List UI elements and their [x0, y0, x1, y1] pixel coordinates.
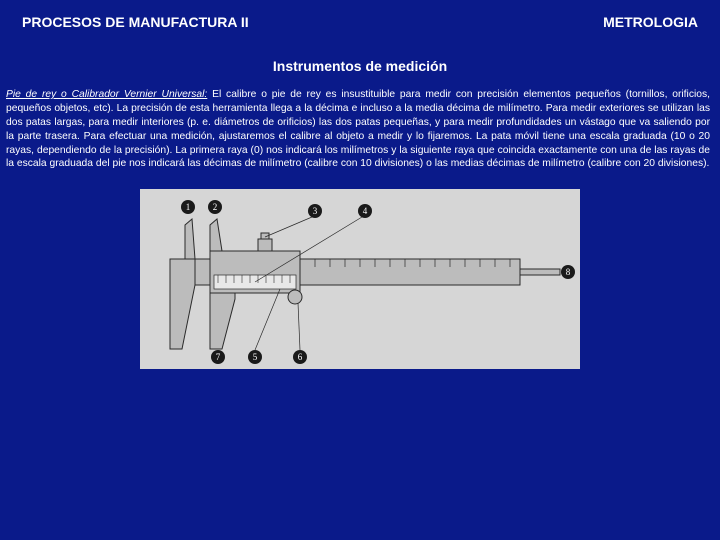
header: PROCESOS DE MANUFACTURA II METROLOGIA	[0, 0, 720, 40]
lead-term: Pie de rey o Calibrador Vernier Universa…	[6, 89, 207, 100]
section-subtitle: Instrumentos de medición	[0, 58, 720, 74]
svg-text:6: 6	[298, 352, 303, 362]
svg-text:4: 4	[363, 206, 368, 216]
svg-text:5: 5	[253, 352, 258, 362]
topic-title: METROLOGIA	[603, 14, 698, 30]
depth-rod	[520, 269, 560, 275]
svg-text:7: 7	[216, 352, 221, 362]
course-title: PROCESOS DE MANUFACTURA II	[22, 14, 249, 30]
caliper-diagram: 1 2 3 4 5 6 7 8	[140, 189, 580, 369]
svg-text:2: 2	[213, 202, 218, 212]
svg-text:8: 8	[566, 267, 571, 277]
body-paragraph: Pie de rey o Calibrador Vernier Universa…	[0, 88, 720, 171]
svg-text:1: 1	[186, 202, 191, 212]
body-content: El calibre o pie de rey es insustituible…	[6, 89, 710, 169]
thumb-roller	[288, 290, 302, 304]
lock-screw	[258, 239, 272, 251]
svg-text:3: 3	[313, 206, 318, 216]
